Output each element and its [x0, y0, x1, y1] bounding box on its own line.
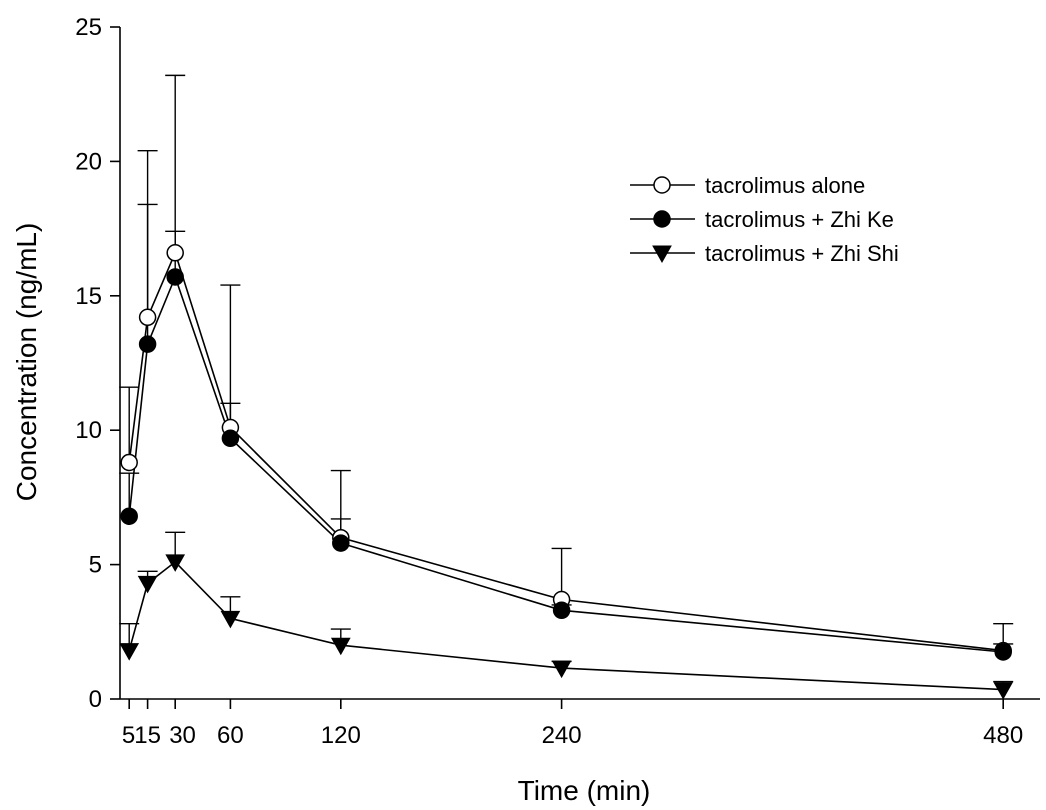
data-point	[119, 643, 140, 661]
x-tick-label: 240	[542, 722, 582, 749]
legend-label: tacrolimus + Zhi Ke	[705, 207, 894, 232]
data-point	[137, 575, 158, 594]
x-tick-label: 60	[217, 722, 244, 749]
x-tick-label: 5	[122, 722, 135, 749]
legend-marker	[653, 176, 671, 194]
legend-label: tacrolimus alone	[705, 173, 865, 198]
legend-marker	[652, 245, 672, 264]
data-point	[551, 660, 572, 679]
y-tick-label: 5	[89, 552, 102, 579]
data-point	[138, 308, 157, 327]
x-axis-title: Time (min)	[518, 775, 651, 806]
y-tick-label: 0	[89, 686, 102, 713]
data-point	[993, 682, 1014, 700]
y-tick-label: 20	[75, 148, 102, 175]
data-point	[330, 637, 351, 656]
series-line	[128, 250, 1004, 652]
data-point	[994, 643, 1012, 661]
legend-marker	[653, 210, 671, 228]
series-markers	[119, 244, 1014, 700]
data-point	[221, 429, 240, 448]
data-point	[120, 507, 138, 525]
data-point	[120, 453, 138, 472]
series-line	[128, 560, 1004, 691]
y-tick-label: 15	[75, 283, 102, 310]
series-lines	[128, 250, 1004, 691]
data-point	[166, 244, 184, 262]
data-point	[165, 554, 186, 572]
x-tick-label: 480	[983, 722, 1023, 749]
y-tick-label: 25	[75, 14, 102, 41]
data-point	[166, 268, 184, 286]
x-tick-label: 30	[169, 722, 196, 749]
x-tick-label: 120	[321, 722, 361, 749]
data-point	[220, 610, 241, 629]
data-point	[138, 335, 157, 353]
data-point	[552, 601, 571, 620]
data-point	[332, 534, 350, 552]
legend-label: tacrolimus + Zhi Shi	[705, 241, 899, 266]
legend: tacrolimus alone tacrolimus + Zhi Ke tacro…	[630, 173, 899, 266]
y-tick-label: 10	[75, 417, 102, 444]
y-axis-title: Concentration (ng/mL)	[11, 223, 42, 502]
x-tick-label: 15	[134, 722, 161, 749]
